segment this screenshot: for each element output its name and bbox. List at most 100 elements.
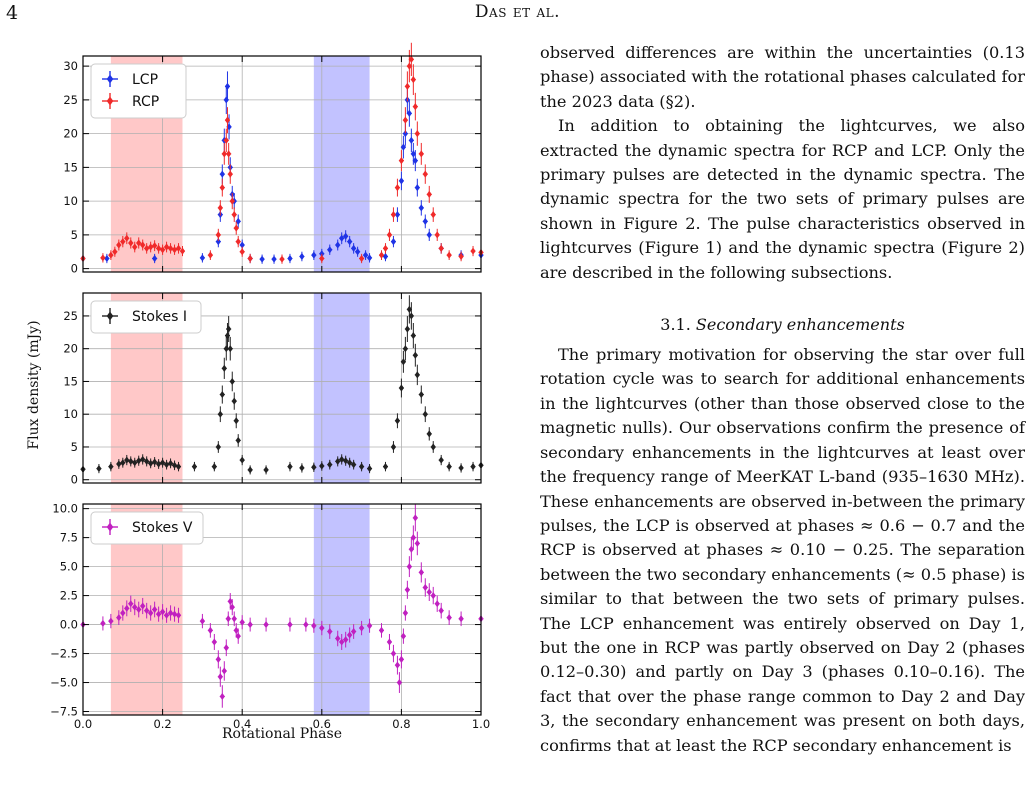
data-point xyxy=(408,312,414,320)
data-point xyxy=(398,384,404,392)
panel-1: 0 5 10 15 20 25 30 LCP RCP xyxy=(63,42,484,276)
data-point xyxy=(422,583,428,592)
data-point xyxy=(446,251,452,259)
data-point xyxy=(351,461,357,469)
data-point xyxy=(311,622,317,630)
data-point xyxy=(382,463,389,471)
data-point xyxy=(430,443,436,451)
data-point xyxy=(303,620,309,629)
data-point xyxy=(140,241,146,249)
data-point xyxy=(231,615,237,623)
data-point xyxy=(402,609,408,617)
data-point xyxy=(148,243,154,251)
running-head-text: Das et al. xyxy=(474,2,561,22)
data-point xyxy=(343,232,349,240)
data-point xyxy=(156,610,162,618)
data-point xyxy=(287,620,293,629)
data-point xyxy=(299,252,305,261)
data-point xyxy=(400,143,406,151)
data-point xyxy=(239,618,245,626)
data-point xyxy=(426,430,432,438)
legend-label: LCP xyxy=(132,72,158,88)
data-point xyxy=(343,636,349,644)
data-point xyxy=(339,455,345,464)
data-point xyxy=(408,136,414,144)
data-point xyxy=(426,190,432,198)
data-point xyxy=(235,632,241,640)
data-point xyxy=(287,254,293,263)
data-point xyxy=(223,644,229,652)
data-point xyxy=(132,603,138,611)
data-point xyxy=(394,661,401,669)
y-tick-label: 25 xyxy=(63,309,78,323)
data-point xyxy=(167,459,174,467)
data-point xyxy=(414,184,420,192)
data-point xyxy=(224,331,231,340)
data-point xyxy=(366,464,373,473)
series-lcp xyxy=(80,71,484,264)
data-point xyxy=(414,130,420,138)
running-head: Das et al. xyxy=(0,2,1035,22)
legend: Stokes I xyxy=(90,300,202,334)
data-point xyxy=(211,638,217,646)
data-point xyxy=(408,55,414,63)
data-point xyxy=(144,457,150,465)
data-point xyxy=(233,417,239,425)
data-point xyxy=(434,231,440,239)
y-axis-label: Flux density (mJy) xyxy=(26,320,42,449)
y-tick-label: 5 xyxy=(71,440,78,454)
data-point xyxy=(390,238,397,246)
data-point xyxy=(394,417,401,425)
lightcurve-figure-svg: 0 5 10 15 20 25 30 LCP RCP 0 5 10 15 20 25 Stokes I −7.5… xyxy=(26,42,490,742)
data-point xyxy=(410,150,416,158)
data-point xyxy=(132,459,138,467)
data-point xyxy=(152,605,158,614)
data-point xyxy=(382,252,389,261)
y-tick-label: 10.0 xyxy=(52,502,78,516)
shaded-phase-band xyxy=(313,293,370,483)
data-point xyxy=(398,655,404,663)
legend-marker xyxy=(106,311,114,321)
data-point xyxy=(386,231,393,239)
data-point xyxy=(235,217,241,225)
legend-label: Stokes I xyxy=(132,309,187,325)
data-point xyxy=(175,244,182,252)
data-point xyxy=(299,464,305,472)
data-point xyxy=(414,539,420,548)
panel-3: −7.5 −5.0 −2.5 0.0 2.5 5.0 7.5 10.0 0.0 0.2 0.4 0.6… xyxy=(50,502,490,731)
data-point xyxy=(339,638,345,646)
data-point xyxy=(347,631,353,639)
legend-marker xyxy=(106,96,114,106)
data-point xyxy=(259,255,265,263)
data-point xyxy=(221,364,227,372)
data-point xyxy=(359,624,365,632)
y-tick-label: −7.5 xyxy=(50,705,78,719)
y-tick-label: 30 xyxy=(63,59,78,73)
y-tick-label: 5.0 xyxy=(60,560,78,574)
data-point xyxy=(327,627,333,636)
panel-frame xyxy=(82,292,482,484)
data-point xyxy=(215,238,221,246)
data-point xyxy=(355,248,361,256)
data-point xyxy=(144,607,150,615)
data-point xyxy=(163,611,170,619)
y-tick-label: −5.0 xyxy=(50,676,78,690)
data-point xyxy=(223,345,229,353)
x-tick-label: 0.8 xyxy=(392,717,410,731)
data-point xyxy=(191,463,198,471)
data-point xyxy=(108,251,114,259)
data-point xyxy=(171,246,178,254)
data-point xyxy=(263,620,269,629)
data-point xyxy=(224,82,231,90)
data-point xyxy=(235,436,241,445)
data-point xyxy=(223,96,229,104)
data-point xyxy=(152,458,158,466)
data-point xyxy=(404,586,410,594)
data-point xyxy=(167,244,174,252)
data-point xyxy=(108,617,114,625)
data-point xyxy=(406,563,412,571)
data-point xyxy=(100,619,106,628)
data-point xyxy=(112,248,118,256)
data-point xyxy=(335,634,341,643)
data-point xyxy=(223,136,229,144)
